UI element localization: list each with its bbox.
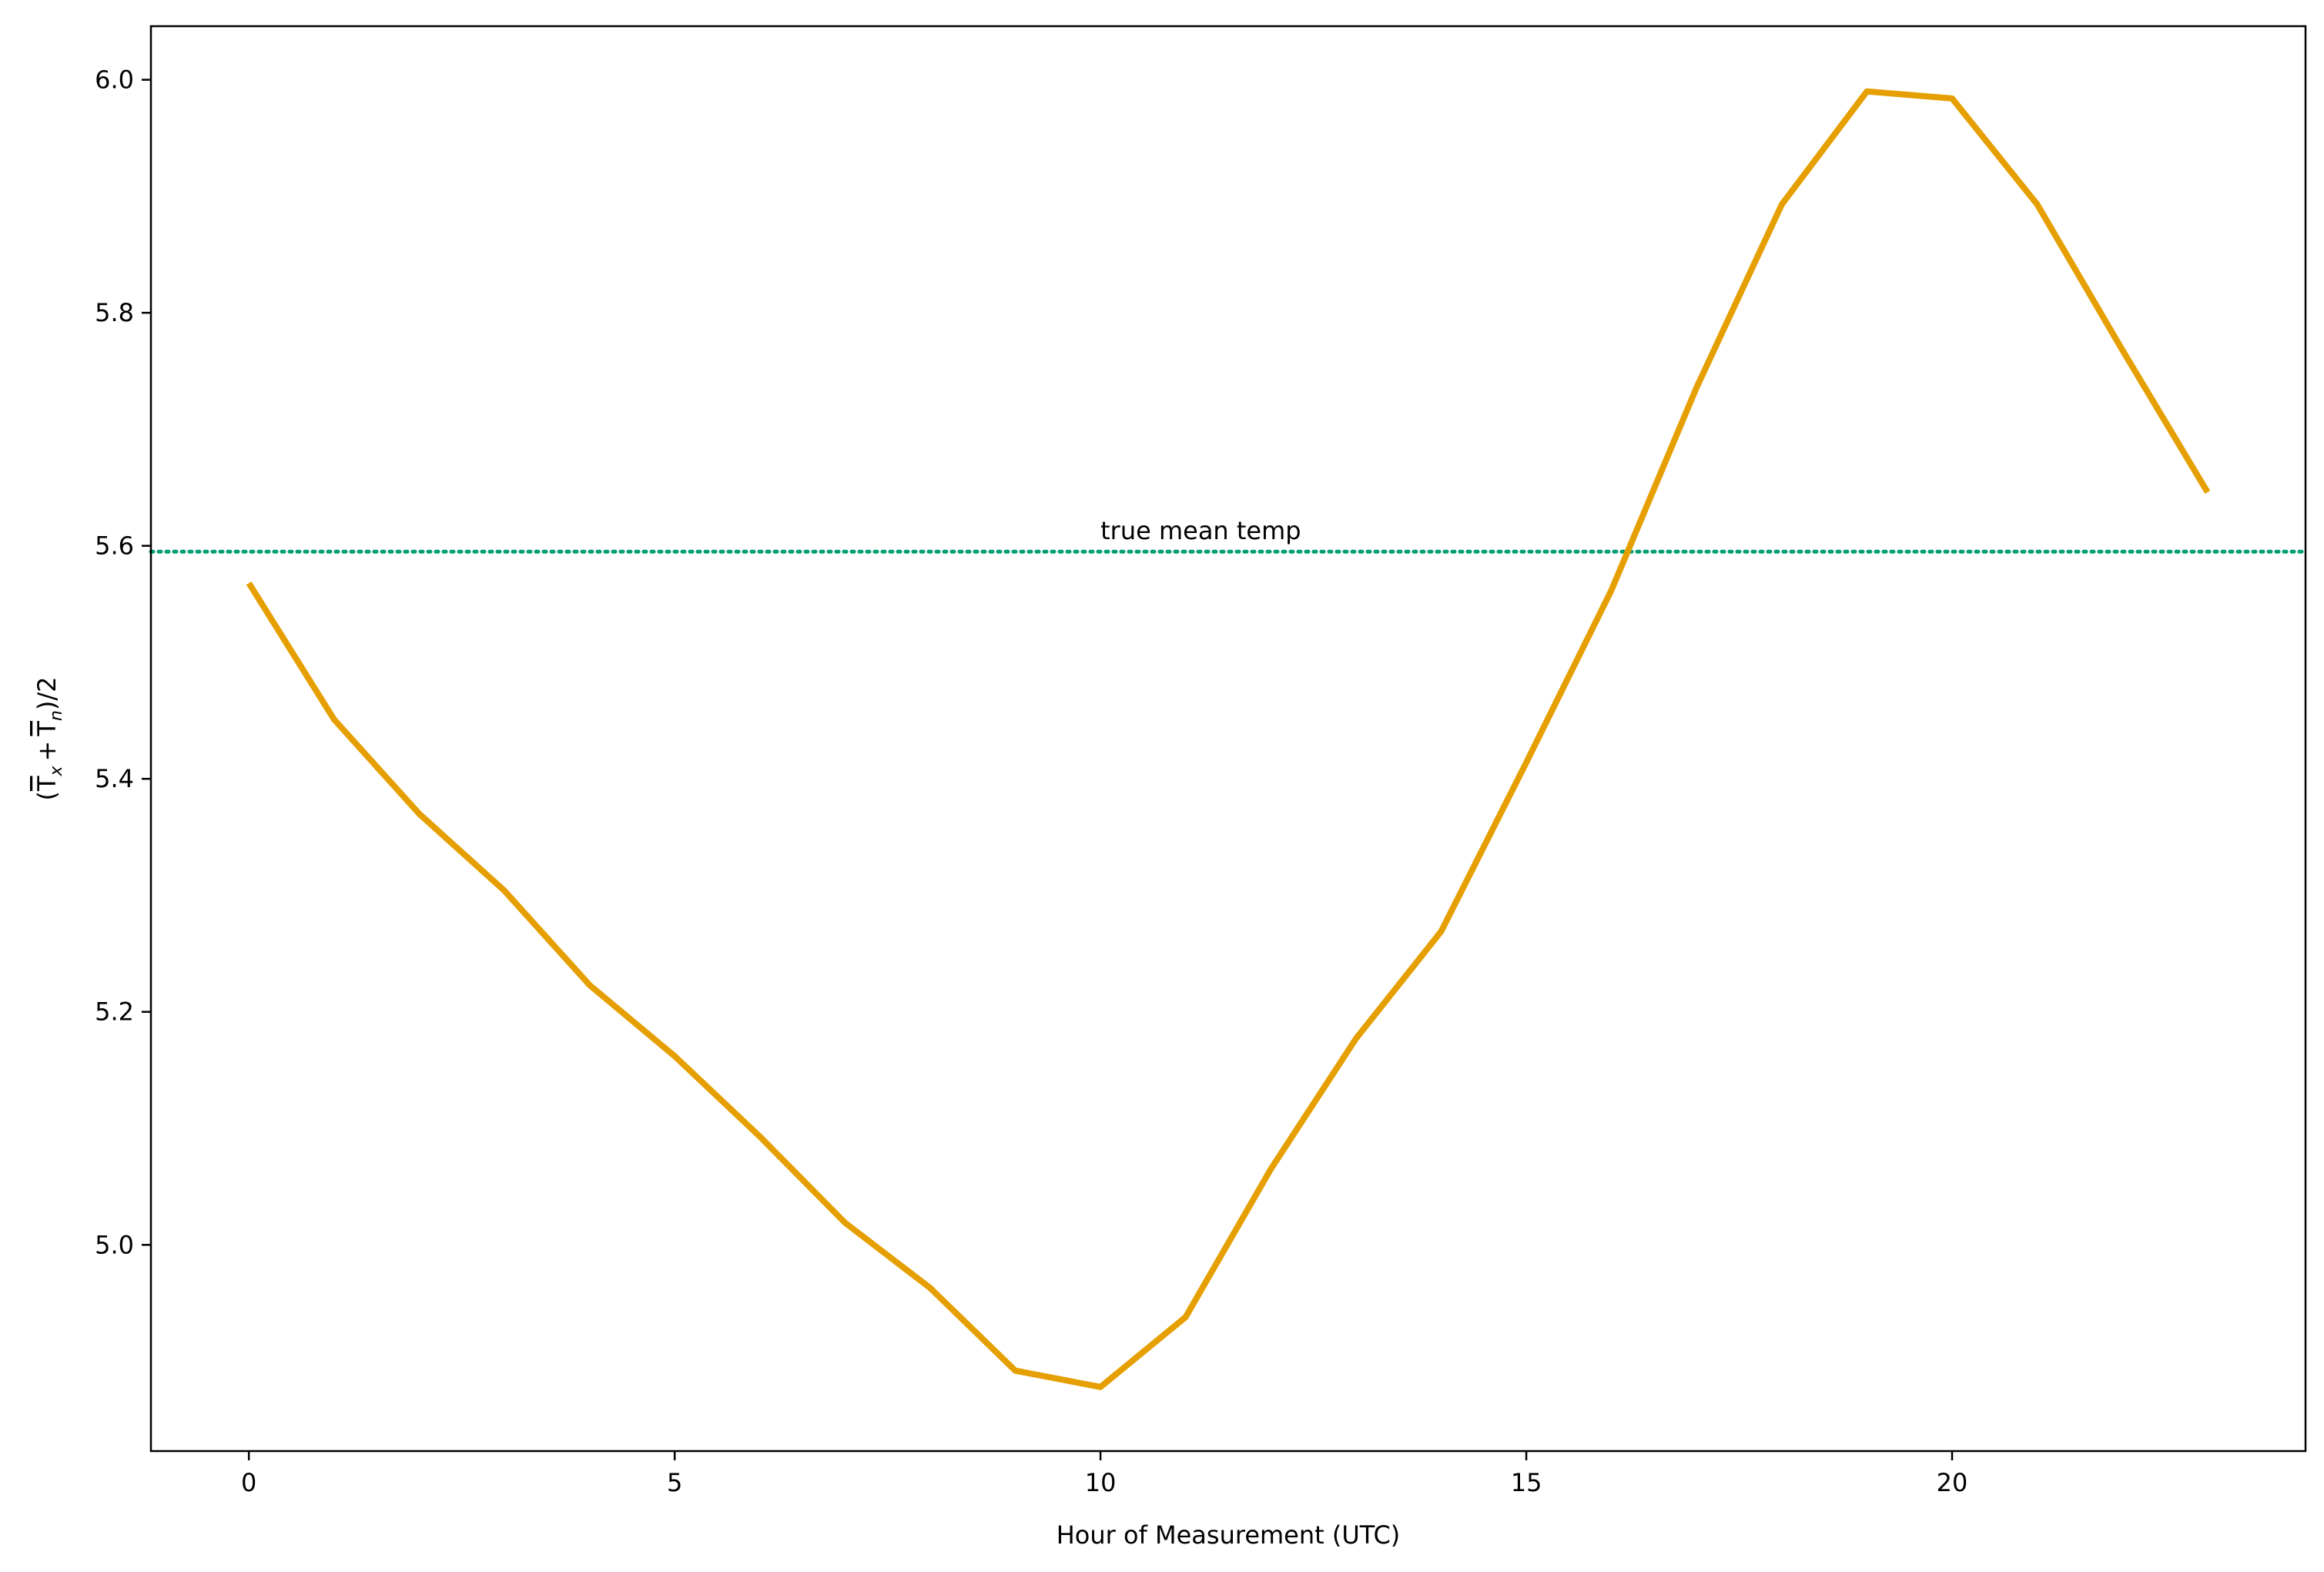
plot-frame [149,25,2307,1453]
y-tick-label: 5.2 [95,997,134,1027]
y-axis-label: (Tx+Tn)/2 [32,677,66,801]
series-line-0 [246,88,2211,1390]
x-tick-label: 0 [241,1468,256,1497]
svg-text:(Tx+Tn)/2: (Tx+Tn)/2 [32,677,66,801]
y-tick-label: 6.0 [95,65,134,95]
y-axis-label-tn-sub: n [47,710,66,721]
x-tick-label: 10 [1085,1468,1117,1497]
true-mean-temp-label: true mean temp [1100,516,1301,545]
y-tick-label: 5.4 [95,764,134,793]
x-tick-label: 5 [667,1468,682,1497]
y-axis-label-plus: + [32,741,62,762]
y-axis-label-tn: T [32,721,62,737]
y-tick-label: 5.8 [95,298,134,327]
y-axis-label-close: )/2 [32,677,62,711]
x-tick-label: 15 [1511,1468,1542,1497]
x-axis-label: Hour of Measurement (UTC) [1057,1520,1401,1550]
x-tick-label: 20 [1937,1468,1968,1497]
y-axis-label-tx-sub: x [47,765,66,776]
y-tick-label: 5.0 [95,1230,134,1259]
y-axis-label-tx: T [32,776,62,792]
y-tick-label: 5.6 [95,531,134,561]
y-axis-label-open: ( [32,791,62,800]
